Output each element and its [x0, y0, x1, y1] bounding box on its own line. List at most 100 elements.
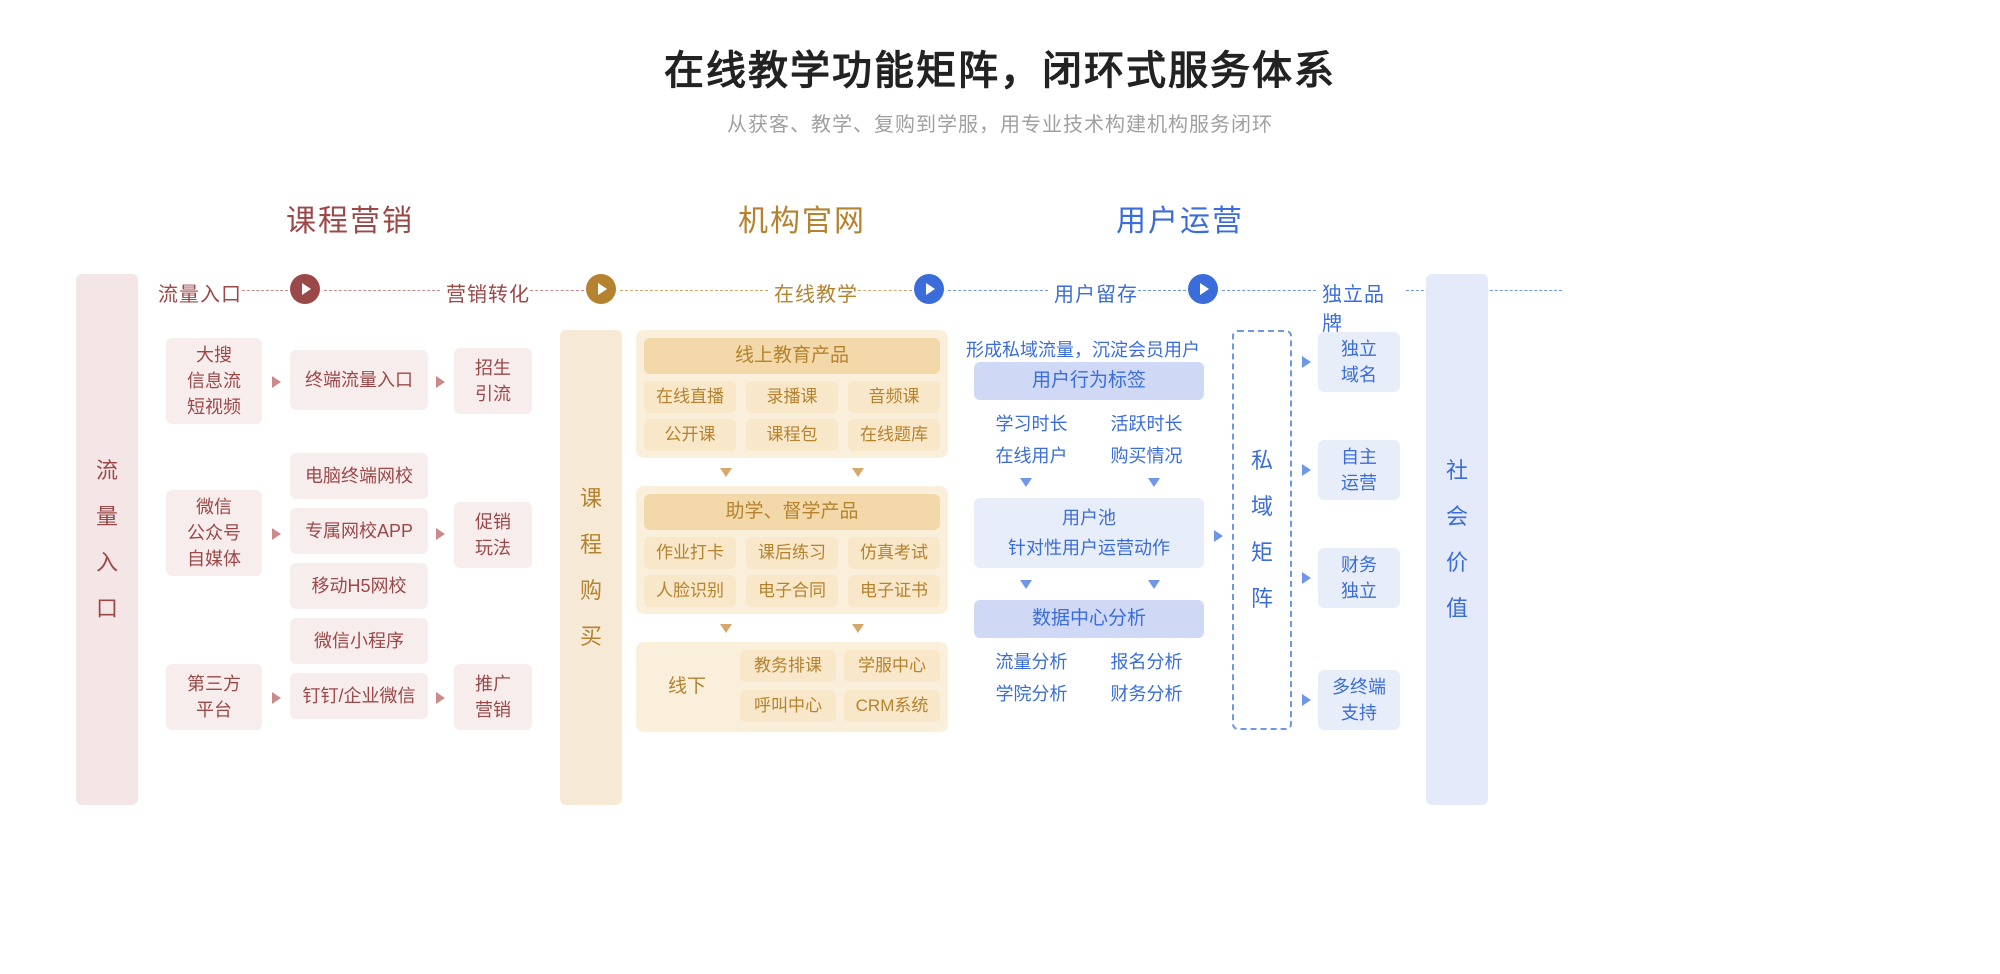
chip: 课后练习	[746, 537, 838, 569]
arrow-icon	[720, 624, 732, 633]
dash	[1222, 290, 1316, 291]
arrow-icon	[1214, 530, 1223, 542]
node-r1: 独立 域名	[1318, 332, 1400, 392]
arrow-icon	[272, 692, 281, 704]
text: 营销	[475, 697, 511, 723]
blue-row: 在线用户 购买情况	[974, 442, 1204, 468]
text: 报名分析	[1111, 648, 1183, 674]
text: 短视频	[187, 394, 241, 420]
text: 独立	[1341, 578, 1377, 604]
text: 玩法	[475, 535, 511, 561]
text: 平台	[196, 697, 232, 723]
chip: 电子合同	[746, 575, 838, 607]
node-a1: 大搜 信息流 短视频	[166, 338, 262, 424]
text: 招生	[475, 355, 511, 381]
node-r4: 多终端 支持	[1318, 670, 1400, 730]
chip: 课程包	[746, 419, 838, 451]
blue-note: 形成私域流量，沉淀会员用户	[966, 336, 1200, 362]
page-title: 在线教学功能矩阵，闭环式服务体系	[0, 38, 2000, 96]
arrow-icon	[272, 528, 281, 540]
header-3: 在线教学	[774, 278, 858, 307]
play-icon	[1188, 274, 1218, 304]
gold-title-3: 线下	[644, 650, 730, 724]
arrow-icon	[436, 528, 445, 540]
arrow-icon	[1148, 580, 1160, 589]
text: 自主	[1341, 444, 1377, 470]
play-icon	[914, 274, 944, 304]
play-icon	[290, 274, 320, 304]
page-subtitle: 从获客、教学、复购到学服，用专业技术构建机构服务闭环	[0, 108, 2000, 137]
text: 学院分析	[996, 680, 1068, 706]
text: 购买情况	[1111, 442, 1183, 468]
text: 域名	[1341, 362, 1377, 388]
arrow-icon	[1148, 478, 1160, 487]
arrow-icon	[436, 376, 445, 388]
blue-node-pool: 用户池 针对性用户运营动作	[974, 498, 1204, 568]
node-b6: 钉钉/企业微信	[290, 673, 428, 719]
chip: 在线直播	[644, 381, 736, 413]
text: 引流	[475, 381, 511, 407]
blue-row: 学习时长 活跃时长	[974, 410, 1204, 436]
dashed-private-domain: 私域矩阵	[1232, 330, 1292, 730]
header-5: 独立品牌	[1322, 278, 1404, 336]
arrow-icon	[1020, 478, 1032, 487]
chip: 录播课	[746, 381, 838, 413]
text: 支持	[1341, 700, 1377, 726]
text: 大搜	[196, 342, 232, 368]
node-c1: 招生 引流	[454, 348, 532, 414]
text: 私域矩阵	[1250, 438, 1274, 622]
gold-title-2: 助学、督学产品	[644, 494, 940, 530]
blue-title-3: 数据中心分析	[974, 600, 1204, 638]
text: 第三方	[187, 671, 241, 697]
play-icon	[586, 274, 616, 304]
node-b4: 移动H5网校	[290, 563, 428, 609]
node-b5: 微信小程序	[290, 618, 428, 664]
arrow-icon	[852, 624, 864, 633]
node-c2: 促销 玩法	[454, 502, 532, 568]
blue-title-1: 用户行为标签	[974, 362, 1204, 400]
chip: 公开课	[644, 419, 736, 451]
text: 用户池	[1062, 505, 1116, 531]
section-title-3: 用户运营	[1116, 196, 1244, 240]
text: 流量分析	[996, 648, 1068, 674]
vlabel-course-purchase: 课程购买	[560, 330, 622, 805]
chip: 在线题库	[848, 419, 940, 451]
chip: 教务排课	[740, 650, 836, 682]
header-1: 流量入口	[158, 278, 242, 307]
text: 学习时长	[996, 410, 1068, 436]
dash	[1138, 290, 1186, 291]
text: 信息流	[187, 368, 241, 394]
node-c3: 推广 营销	[454, 664, 532, 730]
chip: 人脸识别	[644, 575, 736, 607]
header-4: 用户留存	[1054, 278, 1138, 307]
chip: 呼叫中心	[740, 690, 836, 722]
node-r3: 财务 独立	[1318, 548, 1400, 608]
chip: 仿真考试	[848, 537, 940, 569]
arrow-icon	[1302, 464, 1311, 476]
text: 在线用户	[996, 442, 1068, 468]
arrow-icon	[272, 376, 281, 388]
chip: 作业打卡	[644, 537, 736, 569]
text: 自媒体	[187, 546, 241, 572]
text: 公众号	[187, 520, 241, 546]
text: 运营	[1341, 470, 1377, 496]
text: 推广	[475, 671, 511, 697]
text: 财务	[1341, 552, 1377, 578]
blue-row: 学院分析 财务分析	[974, 680, 1204, 706]
dash	[948, 290, 1048, 291]
text: 针对性用户运营动作	[1008, 535, 1170, 561]
chip: 音频课	[848, 381, 940, 413]
dash	[858, 290, 912, 291]
vlabel-social-value: 社会价值	[1426, 274, 1488, 805]
dash	[324, 290, 440, 291]
node-a3: 第三方 平台	[166, 664, 262, 730]
arrow-icon	[720, 468, 732, 477]
section-title-1: 课程营销	[286, 196, 414, 240]
text: 活跃时长	[1111, 410, 1183, 436]
text: 多终端	[1332, 674, 1386, 700]
arrow-icon	[852, 468, 864, 477]
arrow-icon	[1020, 580, 1032, 589]
chip: 学服中心	[844, 650, 940, 682]
dash	[242, 290, 288, 291]
header-row: 流量入口 营销转化 在线教学 用户留存 独立品牌	[158, 278, 1404, 306]
